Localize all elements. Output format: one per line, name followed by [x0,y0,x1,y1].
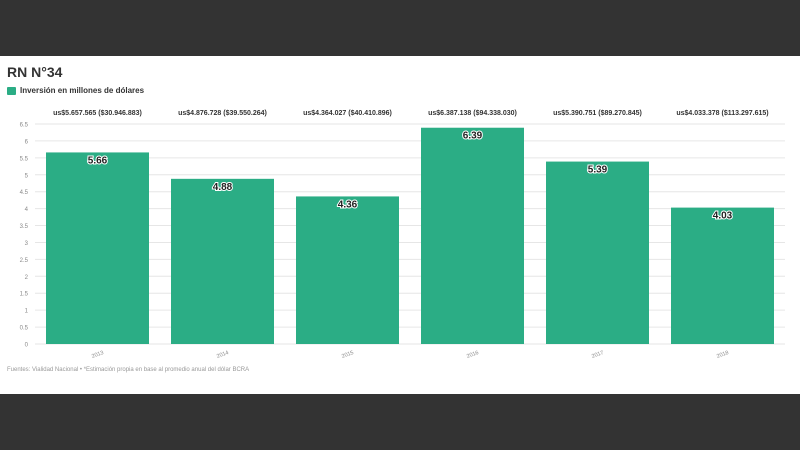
y-tick-label: 2.5 [20,258,29,264]
y-tick-label: 0.5 [20,326,29,332]
x-tick-label: 2015 [341,350,355,360]
y-tick-label: 1.5 [20,292,29,298]
chart-panel: 0 0.5 1 1.5 2 2.5 3 3.5 4 4.5 5 5.5 6 6.5 5.66 us$5.65… [0,56,800,394]
y-tick-label: 6 [25,139,29,145]
bar [296,196,399,344]
bar-top-label: us$6.387.138 ($94.338.030) [428,110,517,117]
bar [546,161,649,344]
bar-top-label: us$4.364.027 ($40.410.896) [303,110,392,117]
y-tick-label: 3 [25,241,29,247]
legend-swatch [7,86,16,95]
x-tick-label: 2016 [466,350,480,360]
y-axis-ticks: 0 0.5 1 1.5 2 2.5 3 3.5 4 4.5 5 5.5 6 6.5 [20,123,29,349]
data-label: 4.88 [213,182,233,193]
bar [171,178,274,344]
y-tick-label: 5 [25,173,29,179]
bar-top-label: us$4.033.378 ($113.297.615) [676,110,768,117]
data-labels: 5.66 us$5.657.565 ($30.946.883) 4.88 us$4.8… [53,110,769,223]
data-label: 5.66 [88,155,108,166]
x-axis-ticks: 2013 2014 2015 2016 2017 2018 [91,350,730,360]
bar-top-label: us$5.390.751 ($89.270.845) [553,110,642,117]
gridlines [35,123,785,345]
x-tick-label: 2014 [216,350,230,360]
data-label: 4.03 [713,211,733,222]
x-tick-label: 2013 [91,350,105,360]
y-tick-label: 4 [25,207,29,213]
source-note: Fuentes: Vialidad Nacional • *Estimación… [7,367,250,373]
data-label: 4.36 [338,199,358,210]
y-tick-label: 3.5 [20,224,29,230]
y-tick-label: 1 [25,309,29,315]
legend: Inversión en millones de dólares [7,86,144,95]
data-label: 5.39 [588,165,608,176]
y-tick-label: 2 [25,275,29,281]
bar [671,207,774,344]
data-label: 6.39 [463,131,483,142]
bars [46,127,774,344]
y-tick-label: 6.5 [20,123,29,129]
bar-top-label: us$5.657.565 ($30.946.883) [53,110,142,117]
y-tick-label: 5.5 [20,156,29,162]
x-tick-label: 2018 [716,350,730,360]
chart-title: RN N°34 [7,64,63,80]
y-tick-label: 4.5 [20,190,29,196]
bar-chart: 0 0.5 1 1.5 2 2.5 3 3.5 4 4.5 5 5.5 6 6.5 5.66 us$5.65… [20,110,785,360]
bar [46,152,149,344]
legend-label: Inversión en millones de dólares [20,86,145,95]
y-tick-label: 0 [25,343,29,349]
x-tick-label: 2017 [591,350,605,360]
bar-top-label: us$4.876.728 ($39.550.264) [178,110,267,117]
bar [421,127,524,344]
